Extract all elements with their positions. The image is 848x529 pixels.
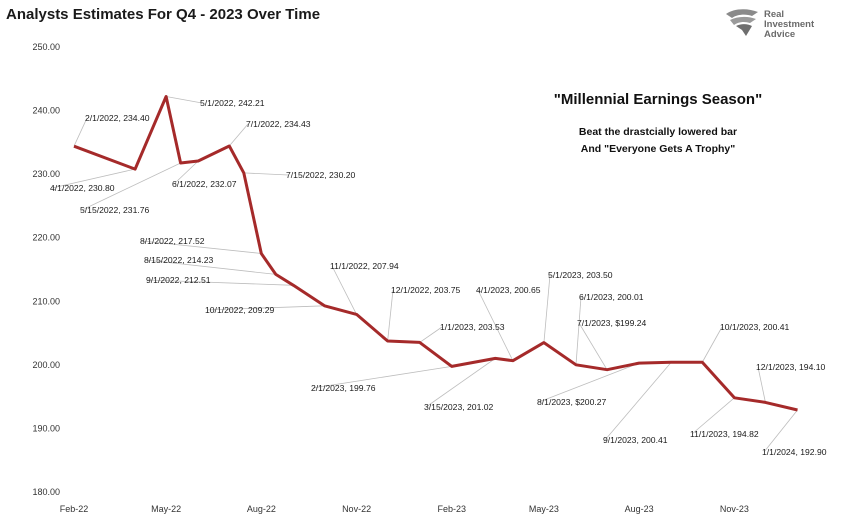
annotation-line-2: And "Everyone Gets A Trophy" [581,143,735,155]
data-label: 12/1/2022, 203.75 [391,285,461,295]
x-tick-label: Nov-22 [342,504,371,514]
leader-line [51,168,136,189]
y-tick-label: 250.00 [32,42,60,52]
x-tick-label: Nov-23 [720,504,749,514]
data-label: 3/15/2023, 201.02 [424,402,494,412]
data-label: 4/1/2022, 230.80 [50,183,115,193]
leader-line [331,265,357,315]
leader-line [757,366,766,403]
leader-line [145,259,276,275]
data-label: 8/15/2022, 214.23 [144,255,214,265]
annotation-line-1: Beat the drastcially lowered bar [579,126,737,138]
leader-line [691,397,735,435]
y-tick-label: 240.00 [32,106,60,116]
data-label: 7/1/2022, 234.43 [246,119,311,129]
annotation-headline: "Millennial Earnings Season" [554,91,762,108]
leader-line [763,409,798,453]
y-tick-label: 190.00 [32,423,60,433]
data-label: 11/1/2022, 207.94 [330,261,399,271]
leader-line [73,117,88,147]
y-tick-label: 180.00 [32,487,60,497]
x-tick-label: May-22 [151,504,181,514]
data-label: 6/1/2022, 232.07 [172,179,237,189]
data-label: 9/1/2022, 212.51 [146,275,211,285]
leader-line [147,279,294,286]
series-line [73,95,798,412]
logo-line-3: Advice [764,29,796,40]
data-label: 5/1/2023, 203.50 [548,270,613,280]
leader-line [206,305,325,311]
leader-line [419,326,443,343]
leader-line [81,162,181,211]
data-label: 1/1/2024, 192.90 [762,447,827,457]
y-tick-label: 220.00 [32,233,60,243]
data-label: 5/1/2022, 242.21 [200,98,265,108]
data-label: 11/1/2023, 194.82 [690,429,759,439]
leader-line [701,326,723,363]
leader-line [243,172,289,176]
x-tick-label: Feb-22 [60,504,89,514]
y-tick-label: 200.00 [32,360,60,370]
y-tick-label: 210.00 [32,296,60,306]
company-logo: Real Investment Advice [722,6,840,46]
chart-title: Analysts Estimates For Q4 - 2023 Over Ti… [6,6,321,23]
data-label: 7/1/2023, $199.24 [577,318,647,328]
leader-line [425,358,496,408]
data-label: 9/1/2023, 200.41 [603,435,668,445]
leader-line [141,240,262,254]
leader-line [477,289,514,361]
data-label: 10/1/2023, 200.41 [720,322,790,332]
leader-line [228,123,249,147]
data-label: 1/1/2023, 203.53 [440,322,505,332]
leader-line [575,296,582,365]
x-tick-label: Aug-22 [247,504,276,514]
logo-line-2: Investment [764,19,815,30]
x-tick-label: Feb-23 [438,504,467,514]
data-label: 8/1/2022, 217.52 [140,236,205,246]
logo-line-1: Real [764,9,785,20]
data-label: 5/15/2022, 231.76 [80,205,150,215]
leader-line [578,322,608,370]
data-label: 12/1/2023, 194.10 [756,362,826,372]
leader-line [387,289,394,342]
eagle-logo-icon [726,9,758,36]
leader-line [166,96,203,104]
data-label: 8/1/2023, $200.27 [537,397,607,407]
y-tick-label: 230.00 [32,169,60,179]
leader-line [173,160,199,185]
data-label: 2/1/2023, 199.76 [311,383,376,393]
x-tick-label: May-23 [529,504,559,514]
leader-line [604,361,672,441]
data-label: 4/1/2023, 200.65 [476,285,541,295]
data-label: 10/1/2022, 209.29 [205,305,275,315]
leader-line [543,274,551,343]
x-tick-label: Aug-23 [625,504,654,514]
data-label: 6/1/2023, 200.01 [579,292,644,302]
leader-line [538,362,640,403]
leader-line [312,365,452,389]
data-label: 2/1/2022, 234.40 [85,113,150,123]
data-label: 7/15/2022, 230.20 [286,170,356,180]
